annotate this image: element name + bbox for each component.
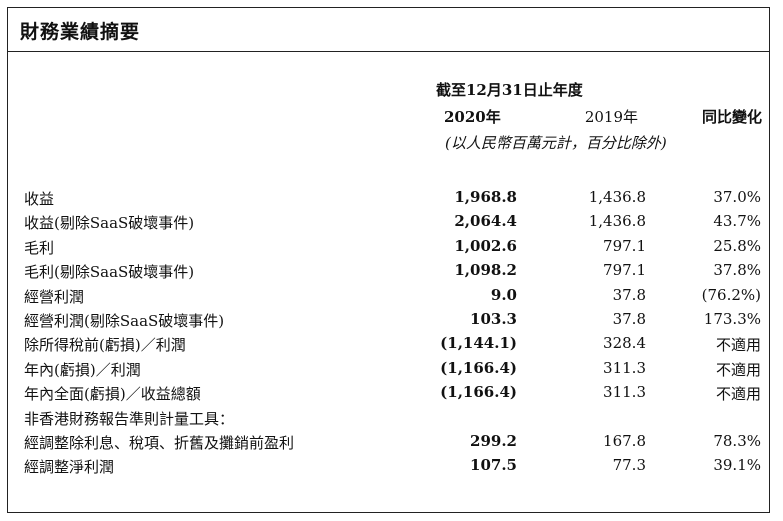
value-2020: (1,166.4) bbox=[440, 383, 517, 402]
value-yoy: 37.0% bbox=[713, 188, 761, 206]
table-row: 毛利 1,002.6 797.1 25.8% bbox=[8, 235, 769, 259]
header-col-2019: 2019年 bbox=[584, 108, 638, 126]
row-label: 經營利潤 bbox=[24, 287, 85, 306]
table-row: 經調整淨利潤 107.5 77.3 39.1% bbox=[8, 454, 769, 478]
page-title: 財務業績摘要 bbox=[20, 21, 141, 43]
value-2019: 1,436.8 bbox=[588, 188, 646, 206]
row-label: 年內(虧損)／利潤 bbox=[24, 360, 141, 379]
summary-table-frame: 財務業績摘要 截至12月31日止年度 2020年 2019年 同比變化 (以人民… bbox=[7, 7, 770, 513]
value-2020: 1,968.8 bbox=[454, 188, 517, 206]
section-label: 非香港財務報告準則計量工具： bbox=[24, 409, 235, 428]
value-yoy: 不適用 bbox=[715, 336, 761, 355]
value-yoy: 25.8% bbox=[713, 236, 761, 255]
value-yoy: 不適用 bbox=[715, 385, 761, 404]
table-row: 經調整除利息、稅項、折舊及攤銷前盈利 299.2 167.8 78.3% bbox=[8, 430, 769, 454]
title-bar: 財務業績摘要 bbox=[8, 8, 769, 52]
table-row: 收益(剔除SaaS破壞事件) 2,064.4 1,436.8 43.7% bbox=[8, 210, 769, 234]
row-label: 經調整除利息、稅項、折舊及攤銷前盈利 bbox=[24, 433, 295, 452]
value-2020: 9.0 bbox=[490, 285, 517, 304]
value-yoy: 不適用 bbox=[715, 360, 761, 379]
row-label: 收益 bbox=[24, 190, 55, 208]
table-section-row: 非香港財務報告準則計量工具： bbox=[8, 406, 769, 430]
value-yoy: 43.7% bbox=[713, 212, 761, 231]
value-yoy: 173.3% bbox=[703, 309, 761, 328]
row-label: 除所得稅前(虧損)／利潤 bbox=[24, 336, 186, 355]
value-2019: 797.1 bbox=[603, 236, 646, 255]
value-2020: 107.5 bbox=[470, 456, 517, 475]
row-label: 經營利潤(剔除SaaS破壞事件) bbox=[24, 311, 225, 330]
value-2019: 1,436.8 bbox=[588, 212, 646, 231]
header-period: 截至12月31日止年度 bbox=[436, 81, 583, 99]
value-2020: 1,002.6 bbox=[454, 236, 517, 255]
table-body: 收益 1,968.8 1,436.8 37.0% 收益(剔除SaaS破壞事件) … bbox=[8, 186, 769, 479]
value-2020: 103.3 bbox=[470, 309, 517, 328]
value-2020: 1,098.2 bbox=[454, 261, 517, 280]
value-yoy: 39.1% bbox=[713, 456, 761, 475]
value-2019: 37.8 bbox=[612, 309, 646, 328]
value-2019: 77.3 bbox=[612, 456, 646, 475]
value-2019: 167.8 bbox=[603, 431, 646, 450]
value-2019: 797.1 bbox=[603, 261, 646, 280]
value-2020: 2,064.4 bbox=[454, 212, 517, 231]
row-label: 收益(剔除SaaS破壞事件) bbox=[24, 214, 195, 233]
value-2020: (1,144.1) bbox=[440, 334, 517, 353]
table-row: 年內(虧損)／利潤 (1,166.4) 311.3 不適用 bbox=[8, 357, 769, 381]
row-label: 毛利(剔除SaaS破壞事件) bbox=[24, 263, 195, 282]
value-yoy: 78.3% bbox=[713, 431, 761, 450]
row-label: 年內全面(虧損)／收益總額 bbox=[24, 385, 201, 404]
table-row: 經營利潤 9.0 37.8 (76.2%) bbox=[8, 284, 769, 308]
value-2020: 299.2 bbox=[470, 431, 517, 450]
value-2019: 328.4 bbox=[603, 334, 646, 353]
table-row: 經營利潤(剔除SaaS破壞事件) 103.3 37.8 173.3% bbox=[8, 308, 769, 332]
value-2020: (1,166.4) bbox=[440, 358, 517, 377]
value-2019: 311.3 bbox=[603, 383, 646, 402]
value-yoy: 37.8% bbox=[713, 261, 761, 280]
table-row: 除所得稅前(虧損)／利潤 (1,144.1) 328.4 不適用 bbox=[8, 332, 769, 356]
table-row: 毛利(剔除SaaS破壞事件) 1,098.2 797.1 37.8% bbox=[8, 259, 769, 283]
row-label: 經調整淨利潤 bbox=[24, 458, 115, 477]
table-row: 年內全面(虧損)／收益總額 (1,166.4) 311.3 不適用 bbox=[8, 381, 769, 405]
value-2019: 37.8 bbox=[612, 285, 646, 304]
value-yoy: (76.2%) bbox=[701, 285, 761, 304]
header-col-2020: 2020年 bbox=[444, 108, 501, 126]
table-row: 收益 1,968.8 1,436.8 37.0% bbox=[8, 186, 769, 210]
value-2019: 311.3 bbox=[603, 358, 646, 377]
header-unit-note: (以人民幣百萬元計，百分比除外) bbox=[445, 134, 667, 152]
header-col-yoy: 同比變化 bbox=[701, 108, 762, 126]
row-label: 毛利 bbox=[24, 238, 55, 257]
